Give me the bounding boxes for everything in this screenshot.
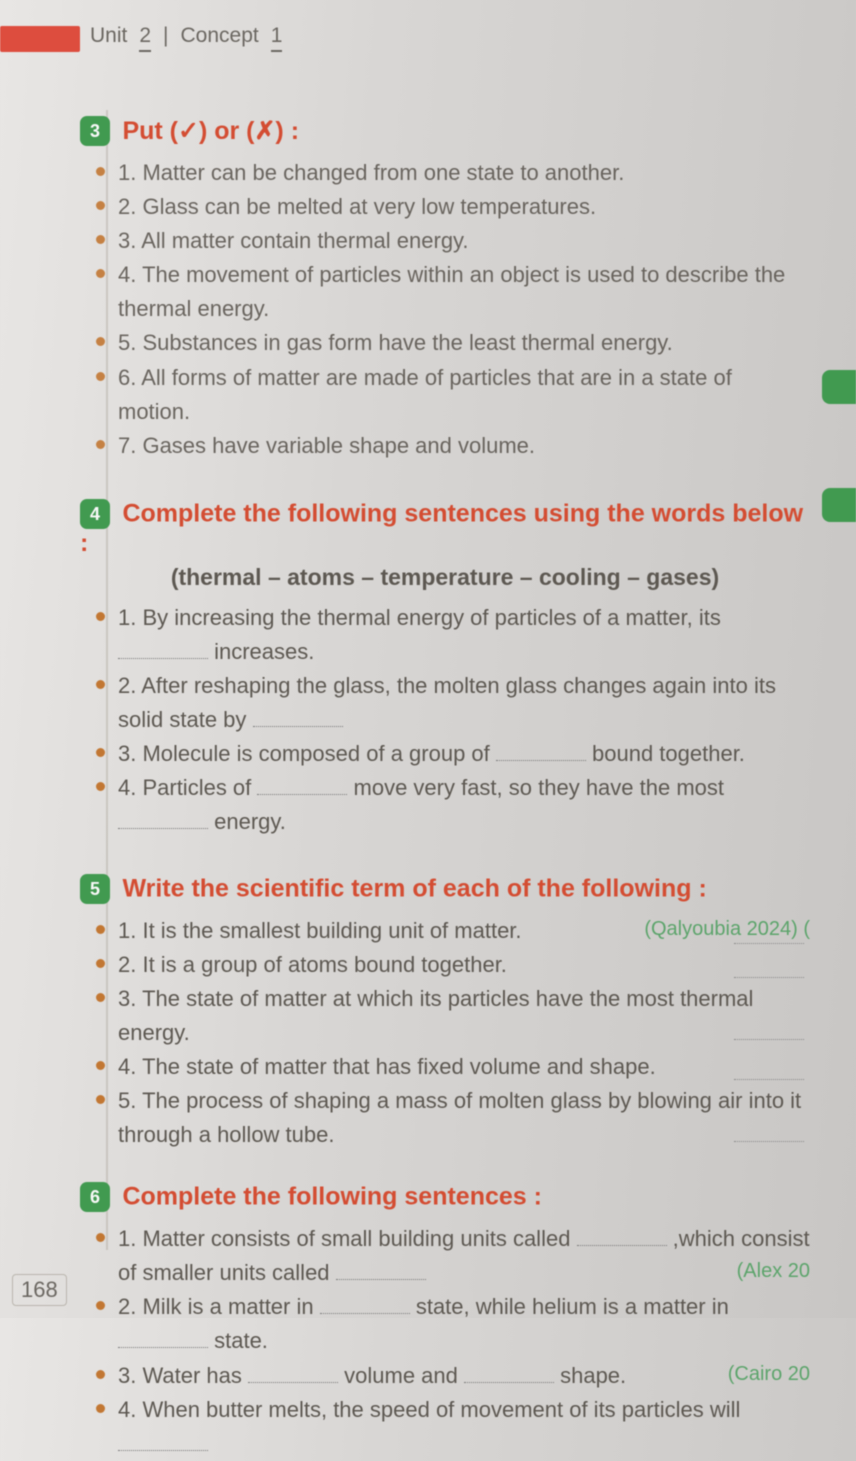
- list-item: 2. Glass can be melted at very low tempe…: [118, 190, 810, 224]
- list-item: 3. Water has volume and shape. (Cairo 20: [118, 1359, 810, 1393]
- answer-line[interactable]: [734, 1078, 804, 1080]
- exam-reference: (Qalyoubia 2024) (: [644, 914, 810, 945]
- list-item: 2. It is a group of atoms bound together…: [118, 948, 810, 982]
- list-item: 4. Particles of move very fast, so they …: [118, 771, 810, 839]
- blank[interactable]: [118, 807, 208, 829]
- section-3-items: 1. Matter can be changed from one state …: [80, 156, 810, 463]
- section-4-items: 1. By increasing the thermal energy of p…: [80, 601, 810, 840]
- blank[interactable]: [248, 1361, 338, 1383]
- answer-line[interactable]: [734, 942, 804, 944]
- section-badge-5: 5: [80, 874, 110, 904]
- answer-line[interactable]: [734, 976, 804, 978]
- side-badge-7: [822, 370, 856, 404]
- section-5: 5 Write the scientific term of each of t…: [80, 874, 810, 1153]
- list-item: 1. It is the smallest building unit of m…: [118, 914, 810, 948]
- section-badge-4: 4: [80, 499, 110, 529]
- list-item: 4. When butter melts, the speed of movem…: [118, 1393, 810, 1461]
- side-badge-8: [822, 488, 856, 522]
- list-item: 5. The process of shaping a mass of molt…: [118, 1084, 810, 1152]
- list-item: 3. Molecule is composed of a group of bo…: [118, 737, 810, 771]
- page-number: 168: [12, 1274, 67, 1306]
- blank[interactable]: [320, 1292, 410, 1314]
- section-6-items: 1. Matter consists of small building uni…: [80, 1222, 810, 1461]
- blank[interactable]: [257, 773, 347, 795]
- section-badge-3: 3: [80, 116, 110, 146]
- section-title-4: Complete the following sentences using t…: [80, 499, 803, 557]
- blank[interactable]: [496, 739, 586, 761]
- list-item: 2. Milk is a matter in state, while heli…: [118, 1290, 810, 1358]
- blank[interactable]: [577, 1224, 667, 1246]
- list-item: 1. Matter consists of small building uni…: [118, 1222, 810, 1290]
- list-item: 3. The state of matter at which its part…: [118, 982, 810, 1050]
- section-title-6: Complete the following sentences :: [122, 1183, 542, 1211]
- list-item: 5. Substances in gas form have the least…: [118, 326, 810, 360]
- list-item: 7. Gases have variable shape and volume.: [118, 429, 810, 463]
- answer-line[interactable]: [734, 1140, 804, 1142]
- answer-line[interactable]: [734, 1038, 804, 1040]
- blank[interactable]: [464, 1361, 554, 1383]
- list-item: 4. The state of matter that has fixed vo…: [118, 1050, 810, 1084]
- section-title-5: Write the scientific term of each of the…: [122, 874, 706, 902]
- list-item: 1. By increasing the thermal energy of p…: [118, 601, 810, 669]
- list-item: 4. The movement of particles within an o…: [118, 258, 810, 326]
- exam-reference: (Alex 20: [737, 1256, 810, 1287]
- blank[interactable]: [336, 1258, 426, 1280]
- list-item: 6. All forms of matter are made of parti…: [118, 361, 810, 429]
- blank[interactable]: [253, 705, 343, 727]
- section-3: 3 Put (✓) or (✗) : 1. Matter can be chan…: [80, 116, 810, 463]
- section-title-3: Put (✓) or (✗) :: [122, 117, 299, 145]
- blank[interactable]: [118, 1326, 208, 1348]
- blank[interactable]: [118, 637, 208, 659]
- list-item: 1. Matter can be changed from one state …: [118, 156, 810, 190]
- exam-reference: (Cairo 20: [728, 1359, 810, 1390]
- list-item: 2. After reshaping the glass, the molten…: [118, 669, 810, 737]
- blank[interactable]: [118, 1429, 208, 1451]
- list-item: 3. All matter contain thermal energy.: [118, 224, 810, 258]
- section-4: 4 Complete the following sentences using…: [80, 499, 810, 840]
- section-badge-6: 6: [80, 1182, 110, 1212]
- section-5-items: 1. It is the smallest building unit of m…: [80, 914, 810, 1153]
- section-6: 6 Complete the following sentences : 1. …: [80, 1182, 810, 1461]
- word-bank: (thermal – atoms – temperature – cooling…: [80, 564, 810, 591]
